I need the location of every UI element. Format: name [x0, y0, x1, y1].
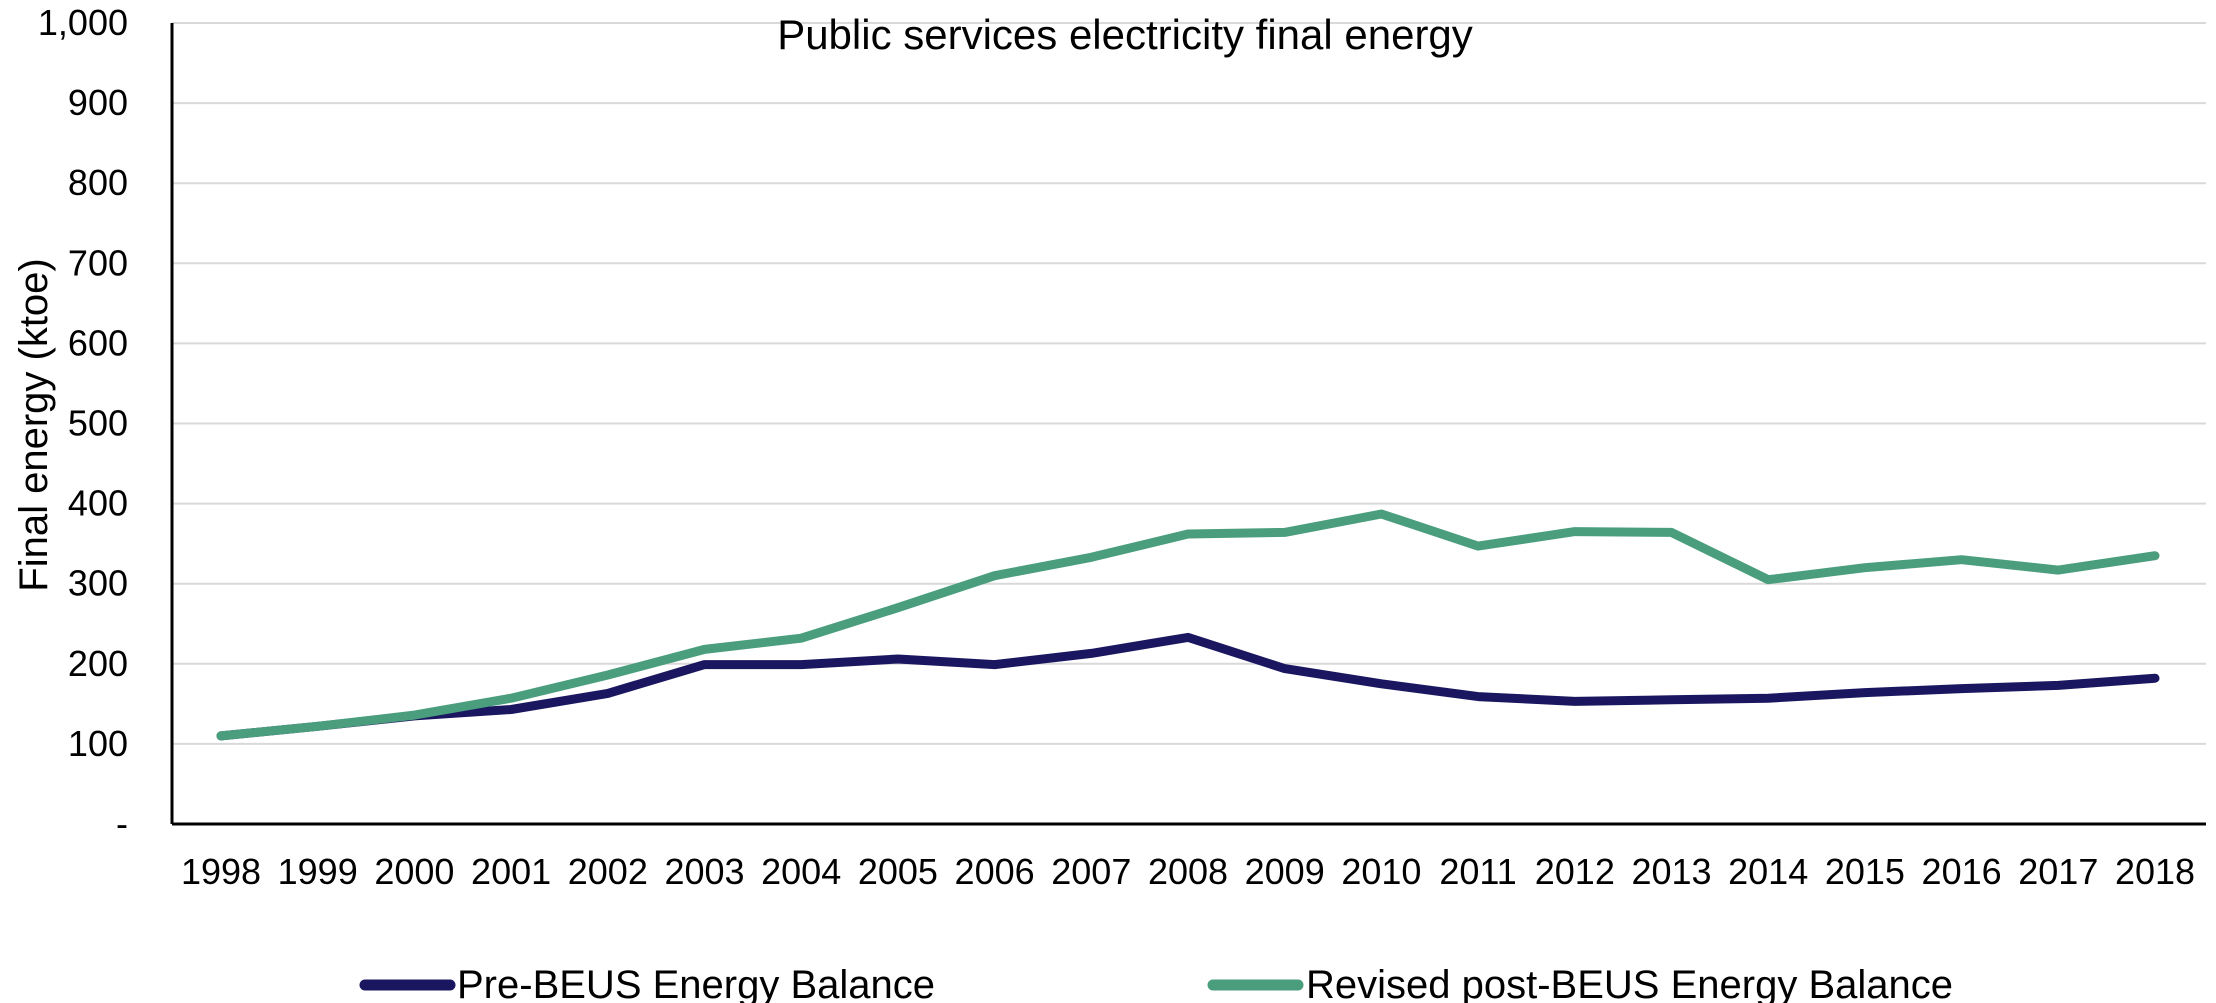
x-tick-label: 2003: [664, 851, 744, 892]
x-tick-label: 2000: [374, 851, 454, 892]
y-tick-label: 200: [68, 643, 128, 684]
y-tick-label: 900: [68, 82, 128, 123]
x-tick-label: 2002: [568, 851, 648, 892]
y-tick-label: 500: [68, 403, 128, 444]
x-tick-label: 2009: [1245, 851, 1325, 892]
x-tick-label: 2017: [2018, 851, 2098, 892]
y-tick-label: 700: [68, 242, 128, 283]
x-tick-label: 2015: [1825, 851, 1905, 892]
y-tick-label: 300: [68, 563, 128, 604]
x-tick-label: 2008: [1148, 851, 1228, 892]
legend-item-revised-post-beus: Revised post-BEUS Energy Balance: [1207, 963, 1953, 1003]
y-tick-label: 1,000: [38, 2, 128, 43]
legend: Pre-BEUS Energy Balance Revised post-BEU…: [359, 963, 1953, 1003]
y-tick-label: 800: [68, 162, 128, 203]
x-tick-label: 2001: [471, 851, 551, 892]
x-tick-label: 2004: [761, 851, 841, 892]
x-tick-label: 2006: [955, 851, 1035, 892]
y-axis-ticks: - 100 200 300 400 500 600 700 800 900 1,000: [38, 2, 128, 844]
series-lines: [216, 509, 2160, 741]
legend-label-revised-post-beus: Revised post-BEUS Energy Balance: [1306, 963, 1953, 1003]
x-tick-label: 2018: [2115, 851, 2195, 892]
x-tick-label: 1998: [181, 851, 261, 892]
legend-item-pre-beus: Pre-BEUS Energy Balance: [359, 963, 935, 1003]
chart-title: Public services electricity final energy: [777, 11, 1473, 58]
x-tick-label: 1999: [278, 851, 358, 892]
y-tick-label: 400: [68, 483, 128, 524]
gridlines: [172, 22, 2206, 745]
legend-label-pre-beus: Pre-BEUS Energy Balance: [457, 963, 935, 1003]
x-tick-label: 2010: [1341, 851, 1421, 892]
x-tick-label: 2012: [1535, 851, 1615, 892]
x-tick-label: 2013: [1631, 851, 1711, 892]
y-tick-label: 100: [68, 723, 128, 764]
x-tick-label: 2005: [858, 851, 938, 892]
series-line-revised-post-beus: [216, 509, 2160, 741]
x-tick-label: 2016: [1922, 851, 2002, 892]
x-tick-label: 2011: [1439, 851, 1516, 892]
y-axis-title: Final energy (ktoe): [12, 258, 56, 591]
y-tick-label: 600: [68, 322, 128, 363]
y-tick-label: -: [116, 803, 128, 844]
series-line-pre-beus: [216, 632, 2160, 741]
x-axis-ticks: 1998 1999 2000 2001 2002 2003 2004 2005 2006 2007…: [181, 851, 2195, 892]
x-tick-label: 2007: [1051, 851, 1131, 892]
x-tick-label: 2014: [1728, 851, 1808, 892]
